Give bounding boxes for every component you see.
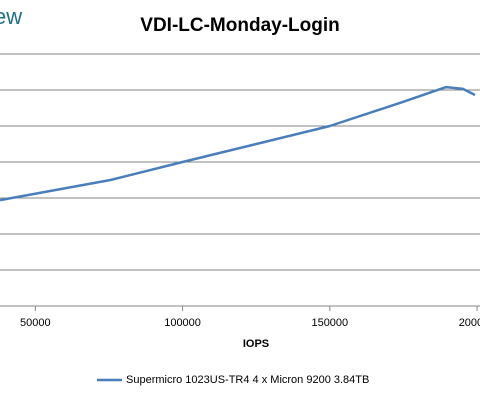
logo: ew [0,4,22,29]
x-tick-label: 50000 [20,317,51,329]
chart-title: VDI-LC-Monday-Login [140,15,339,36]
x-tick-label: 100000 [164,317,201,329]
series-line [0,85,476,202]
x-axis-label: IOPS [243,338,269,350]
x-tick-label: 200000 [459,317,480,329]
x-tick-label: 150000 [311,317,348,329]
legend-label: Supermicro 1023US-TR4 4 x Micron 9200 3.… [126,374,369,386]
